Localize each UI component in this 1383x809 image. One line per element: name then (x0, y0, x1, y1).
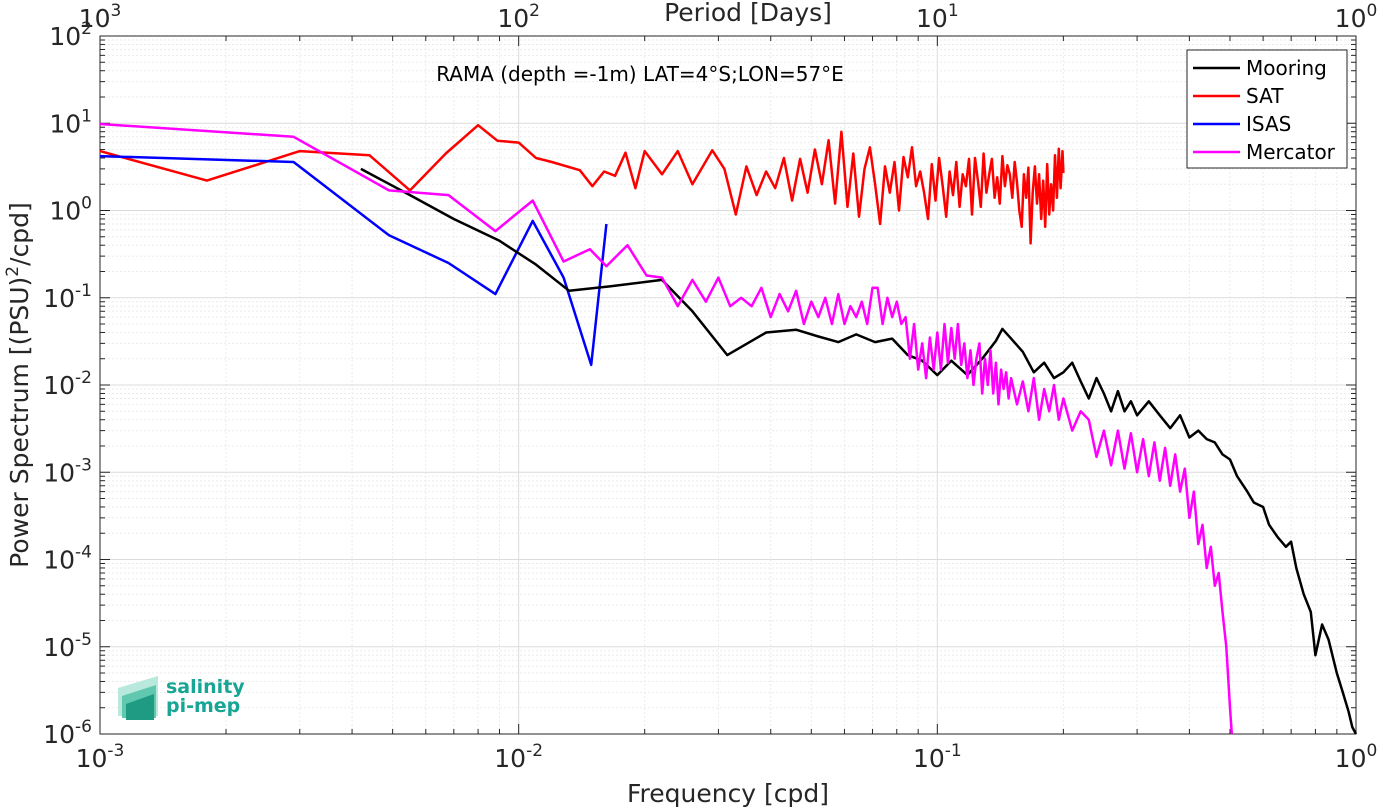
y-tick-label-exp: -3 (75, 455, 92, 475)
y-tick-label-exp: 0 (81, 194, 92, 214)
top-tick-label: 100 (1335, 1, 1378, 33)
x-tick-label-exp: 0 (1366, 741, 1377, 761)
y-tick-label-base: 10 (43, 284, 75, 313)
y-tick-label-base: 10 (43, 458, 75, 487)
y-tick-label-base: 10 (43, 633, 75, 662)
y-tick-label-exp: -5 (75, 630, 92, 650)
x-tick-label-base: 10 (913, 744, 945, 773)
y-tick-label-base: 10 (49, 22, 81, 51)
x-tick-label-base: 10 (76, 744, 108, 773)
top-tick-label-exp: 3 (110, 1, 121, 21)
top-axis-label: Period [Days] (664, 0, 832, 27)
y-tick-label: 101 (49, 106, 92, 138)
logo-wave-front-icon (126, 694, 154, 720)
y-tick-label-exp: -6 (75, 717, 92, 737)
x-tick-label: 100 (1335, 741, 1378, 773)
x-tick-label-base: 10 (494, 744, 526, 773)
legend-label-sat: SAT (1246, 84, 1284, 108)
top-tick-label-exp: 1 (948, 1, 959, 21)
y-tick-label: 100 (49, 194, 92, 226)
y-tick-label: 10-2 (43, 368, 92, 400)
series-line-isas (99, 154, 608, 367)
legend-label-mercator: Mercator (1246, 140, 1336, 164)
top-tick-label: 101 (916, 1, 959, 33)
annotation-text: RAMA (depth =-1m) LAT=4°S;LON=57°E (436, 62, 844, 86)
series-line-sat (99, 123, 1065, 245)
y-tick-label: 10-5 (43, 630, 92, 662)
y-tick-label-base: 10 (49, 109, 81, 138)
y-tick-label-base: 10 (43, 720, 75, 749)
x-axis-label: Frequency [cpd] (627, 779, 829, 808)
y-tick-label-exp: 1 (81, 106, 92, 126)
y-axis-label-main: Power Spectrum [(PSU) (5, 277, 34, 568)
y-tick-label-exp: -2 (75, 368, 92, 388)
legend-box (1186, 49, 1348, 169)
top-tick-label-base: 10 (79, 4, 111, 33)
y-tick-label-base: 10 (43, 546, 75, 575)
y-axis-label-sup: 2 (3, 266, 23, 277)
y-tick-label: 10-4 (43, 543, 92, 575)
salinity-pimep-logo: salinity pi-mep (118, 676, 245, 720)
top-tick-labels: 103 102 101 100 (79, 1, 1378, 33)
y-tick-label-exp: -1 (75, 281, 92, 301)
top-tick-label: 103 (79, 1, 122, 33)
x-tick-label-exp: -3 (107, 741, 124, 761)
logo-text-pimep: pi-mep (166, 695, 240, 717)
y-axis-label-tail: /cpd] (5, 202, 34, 266)
tick-marks (99, 35, 1357, 735)
x-tick-label: 10-1 (913, 741, 962, 773)
y-tick-label: 10-6 (43, 717, 92, 749)
top-tick-label: 102 (497, 1, 540, 33)
x-tick-label-base: 10 (1335, 744, 1367, 773)
series-lines (99, 122, 1358, 735)
x-tick-label-exp: -1 (945, 741, 962, 761)
top-tick-label-exp: 2 (529, 1, 540, 21)
top-tick-label-base: 10 (916, 4, 948, 33)
y-tick-label-exp: 2 (81, 19, 92, 39)
x-tick-label: 10-3 (76, 741, 125, 773)
y-tick-label: 102 (49, 19, 92, 51)
series-line-mercator (99, 122, 1234, 735)
top-tick-label-base: 10 (1335, 4, 1367, 33)
y-tick-label: 10-1 (43, 281, 92, 313)
series-line-mooring (360, 167, 1358, 735)
legend: Mooring SAT ISAS Mercator (1186, 49, 1348, 169)
legend-label-isas: ISAS (1246, 112, 1291, 136)
logo-text-salinity: salinity (166, 676, 245, 698)
y-tick-label-exp: -4 (75, 543, 92, 563)
y-tick-label: 10-3 (43, 455, 92, 487)
x-tick-label-exp: -2 (526, 741, 543, 761)
top-tick-label-exp: 0 (1366, 1, 1377, 21)
grid (100, 36, 1356, 734)
y-tick-label-base: 10 (43, 371, 75, 400)
x-tick-label: 10-2 (494, 741, 543, 773)
top-tick-label-base: 10 (497, 4, 529, 33)
y-tick-label-base: 10 (49, 197, 81, 226)
x-tick-labels: 10-3 10-2 10-1 100 (76, 741, 1378, 773)
y-axis-label: Power Spectrum [(PSU)2/cpd] (3, 202, 34, 568)
legend-label-mooring: Mooring (1246, 56, 1327, 80)
